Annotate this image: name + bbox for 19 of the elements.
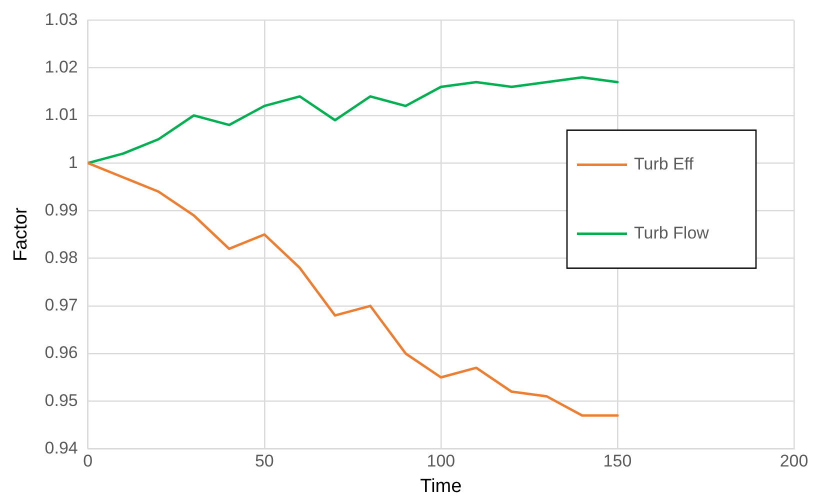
y-tick-label: 1.01 xyxy=(44,105,78,124)
x-tick-label: 150 xyxy=(603,452,632,471)
x-tick-label: 200 xyxy=(780,452,808,471)
y-tick-label: 0.96 xyxy=(44,343,78,362)
x-tick-label: 100 xyxy=(426,452,456,471)
x-tick-label: 0 xyxy=(83,452,93,471)
y-tick-label: 1.03 xyxy=(44,10,78,29)
y-tick-label: 1 xyxy=(68,152,78,172)
y-axis-title: Factor xyxy=(10,206,32,262)
y-tick-label: 0.97 xyxy=(44,296,78,315)
y-tick-label: 1.02 xyxy=(44,58,78,77)
y-tick-label: 0.98 xyxy=(44,248,78,267)
y-tick-label: 0.95 xyxy=(44,390,78,410)
legend-label: Turb Flow xyxy=(634,223,710,242)
y-tick-label: 0.94 xyxy=(44,438,78,458)
y-tick-label: 0.99 xyxy=(44,200,78,220)
legend-label: Turb Eff xyxy=(634,154,694,174)
x-axis-title: Time xyxy=(420,476,462,497)
x-tick-label: 50 xyxy=(254,452,274,471)
